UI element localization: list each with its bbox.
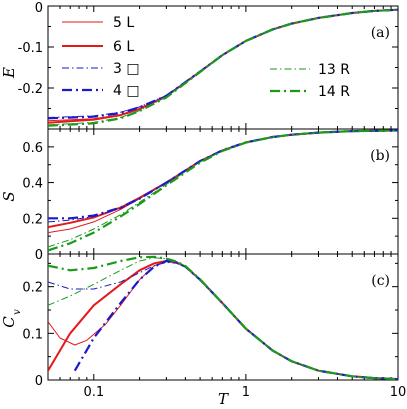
panel-1: 0 0.2 0.4 0.6 (b) S: [0, 128, 399, 263]
series-line-1: [48, 129, 398, 229]
y-tick-label: 0.4: [22, 177, 43, 192]
y-axis-label-subscript: v: [12, 309, 23, 315]
y-tick-label: 0.2: [22, 212, 43, 227]
y-tick-label: 0.1: [22, 327, 43, 342]
y-axis-label: S: [0, 191, 18, 201]
series-line-5: [48, 255, 398, 380]
y-tick-label: -0.2: [18, 82, 43, 97]
x-tick-label: 10: [390, 385, 407, 400]
series-line-3: [73, 259, 398, 380]
series-line-3: [48, 129, 398, 220]
panel-0: 0 -0.1 -0.2 (a) E 5 L 6 L 3 □ 4 □ 13 R 14 R: [0, 1, 399, 130]
legend-label-4: 13 R: [318, 62, 350, 78]
legend-label-3: 4 □: [113, 83, 140, 99]
panel-tag: (a): [371, 25, 390, 41]
x-tick-label: 0.1: [83, 385, 104, 400]
panel-tag: (b): [370, 148, 390, 164]
y-tick-label: 0.2: [22, 281, 43, 296]
series-line-4: [48, 129, 398, 248]
legend-label-0: 5 L: [113, 15, 134, 31]
y-axis-label: C: [0, 316, 18, 328]
series-line-2: [48, 261, 398, 380]
series-line-5: [48, 129, 398, 252]
series-line-5: [48, 8, 398, 127]
y-tick-label: 0: [35, 1, 43, 16]
legend-label-2: 3 □: [113, 61, 140, 77]
panel-frame: [47, 253, 399, 381]
panel-tag: (c): [371, 273, 390, 289]
legend-label-1: 6 L: [113, 39, 134, 55]
panel-2: 0 0.1 0.2 0.1 1 10 (c) Cv T: [0, 253, 407, 408]
series-line-1: [48, 260, 398, 380]
x-axis-label: T: [218, 390, 229, 408]
y-tick-label: -0.1: [18, 41, 43, 56]
series-line-4: [48, 257, 398, 380]
y-axis-label: E: [0, 67, 18, 79]
legend-label-5: 14 R: [318, 84, 350, 100]
panel-frame: [47, 128, 399, 255]
x-tick-label: 1: [242, 385, 250, 400]
series-line-2: [48, 129, 398, 223]
series-line-0: [48, 260, 398, 380]
y-tick-label: 0: [35, 374, 43, 389]
y-tick-label: 0: [35, 248, 43, 263]
series-line-0: [48, 129, 398, 234]
y-tick-label: 0.6: [22, 141, 43, 156]
